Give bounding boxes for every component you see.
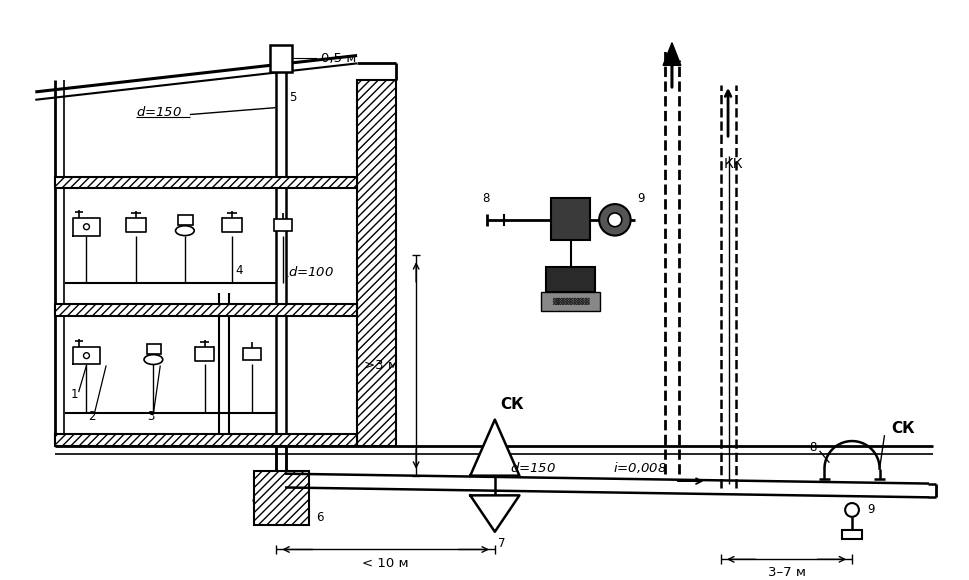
Text: 1: 1 <box>71 389 78 401</box>
Bar <box>550 198 590 240</box>
Bar <box>541 292 600 311</box>
Circle shape <box>83 353 89 358</box>
Text: 8: 8 <box>482 191 489 205</box>
Text: 9: 9 <box>866 503 873 516</box>
Ellipse shape <box>143 354 163 364</box>
Polygon shape <box>663 43 680 66</box>
Bar <box>55 176 357 188</box>
Text: 5: 5 <box>289 91 297 104</box>
Text: $d$=100: $d$=100 <box>288 265 334 279</box>
Bar <box>177 215 193 225</box>
Bar <box>357 80 396 446</box>
Text: ▓▓▓▓▓▓▓: ▓▓▓▓▓▓▓ <box>551 298 589 305</box>
Bar <box>841 530 861 539</box>
Bar <box>55 434 357 446</box>
Text: 3: 3 <box>146 410 154 423</box>
Text: СК: СК <box>891 420 914 436</box>
Text: 8: 8 <box>808 441 816 455</box>
Circle shape <box>83 224 89 230</box>
Circle shape <box>599 204 630 235</box>
Polygon shape <box>470 495 519 532</box>
Bar <box>270 45 292 72</box>
Polygon shape <box>470 419 519 476</box>
Text: 7: 7 <box>497 537 505 550</box>
Text: 9: 9 <box>637 191 644 205</box>
Bar <box>55 304 357 316</box>
Text: 6: 6 <box>316 510 323 524</box>
Circle shape <box>608 213 621 227</box>
Text: $d$=150: $d$=150 <box>136 104 181 118</box>
Bar <box>146 344 161 354</box>
Text: 0,5 м: 0,5 м <box>321 52 356 65</box>
Bar <box>546 267 595 292</box>
Text: КК: КК <box>723 157 742 171</box>
Text: СК: СК <box>499 397 523 412</box>
Text: 4: 4 <box>235 263 242 277</box>
Text: 3–7 м: 3–7 м <box>766 566 805 579</box>
Text: >3 м: >3 м <box>364 359 398 372</box>
Ellipse shape <box>175 226 194 235</box>
Text: 2: 2 <box>87 410 95 423</box>
Text: $d$=150: $d$=150 <box>509 461 555 475</box>
Text: < 10 м: < 10 м <box>362 557 409 570</box>
Bar <box>254 471 308 525</box>
Bar <box>274 219 292 231</box>
Circle shape <box>844 503 858 517</box>
Bar <box>242 348 261 360</box>
Text: $i$=0,008: $i$=0,008 <box>612 460 667 475</box>
